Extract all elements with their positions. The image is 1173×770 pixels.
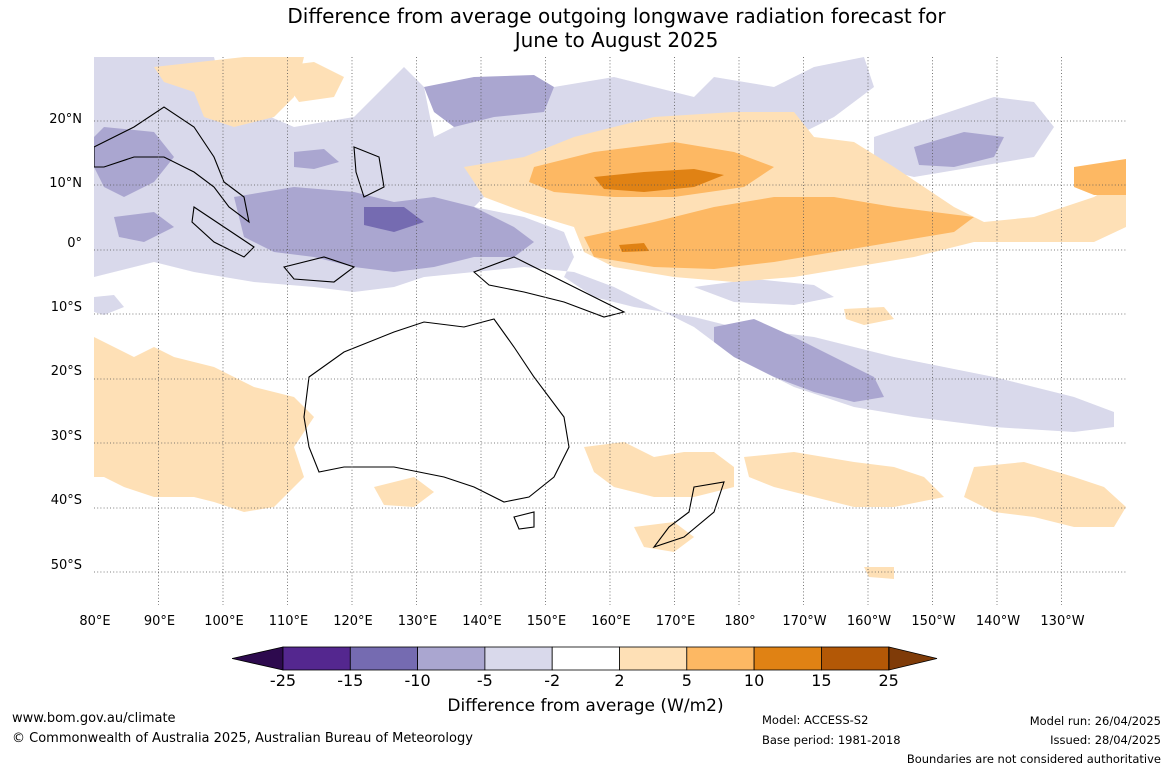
latitude-label: 30°S <box>50 429 82 444</box>
colorbar-segment <box>282 646 351 671</box>
latitude-label: 20°N <box>49 112 82 127</box>
anomaly-dark-purple <box>364 207 424 232</box>
colorbar-segment <box>686 646 755 671</box>
sumatra-outline <box>191 206 255 258</box>
anomaly-mid-orange <box>529 142 1126 269</box>
colorbar-label-text: Difference from average (W/m2) <box>447 696 724 716</box>
map-canvas <box>94 57 1126 605</box>
gridlines <box>94 57 1126 605</box>
footer-base-period: Base period: 1981-2018 <box>762 733 901 747</box>
longitude-label: 180° <box>724 614 756 629</box>
colorbar <box>231 646 940 672</box>
longitude-label: 140°E <box>462 614 502 629</box>
footer-url: www.bom.gov.au/climate <box>12 711 176 726</box>
longitude-label: 130°W <box>1040 614 1085 629</box>
latitude-label: 10°S <box>50 300 82 315</box>
colorbar-graphic <box>231 646 938 671</box>
colorbar-tick-label: 5 <box>681 671 692 690</box>
longitude-label: 110°E <box>268 614 309 629</box>
latitude-label: 10°N <box>49 176 82 191</box>
colorbar-tick-label: -15 <box>337 671 364 690</box>
longitude-label: 120°E <box>333 614 373 629</box>
longitude-label: 90°E <box>143 614 176 629</box>
asia-mainland-outline <box>94 106 250 224</box>
longitude-label: 130°E <box>397 614 438 629</box>
colorbar-label: Difference from average (W/m2) <box>0 696 1173 716</box>
colorbar-tick-label: -2 <box>544 671 561 690</box>
longitude-label: 160°W <box>846 614 892 629</box>
footer-disclaimer: Boundaries are not considered authoritat… <box>906 752 1161 766</box>
colorbar-segment <box>551 646 620 671</box>
new-zealand-outline <box>652 481 725 549</box>
colorbar-tick-label: -5 <box>476 671 493 690</box>
colorbar-tick-label: -10 <box>404 671 431 690</box>
coastlines <box>94 106 725 549</box>
latitude-label: 50°S <box>50 558 82 573</box>
longitude-label: 150°W <box>911 614 956 629</box>
colorbar-segment <box>821 646 890 671</box>
colorbar-tick-label: 15 <box>811 671 832 690</box>
tasmania-outline <box>513 511 535 530</box>
colorbar-segment <box>484 646 553 671</box>
map-panel <box>94 57 1126 605</box>
longitude-label: 140°W <box>975 614 1021 629</box>
colorbar-tick-label: 2 <box>614 671 625 690</box>
new-guinea-outline <box>472 256 626 318</box>
colorbar-segment <box>619 646 688 671</box>
colorbar-tick-label: 10 <box>743 671 765 690</box>
longitude-label: 100°E <box>204 614 244 629</box>
latitude-label: 20°S <box>50 364 82 379</box>
title-line-1: Difference from average outgoing longwav… <box>287 4 946 28</box>
australia-outline <box>303 318 570 503</box>
colorbar-segment <box>753 646 822 671</box>
latitude-label: 0° <box>67 236 82 251</box>
title-line-2: June to August 2025 <box>514 28 719 52</box>
longitude-label: 150°E <box>526 614 567 629</box>
philippines-outline <box>353 146 385 198</box>
footer-model: Model: ACCESS-S2 <box>762 713 869 727</box>
colorbar-segment <box>349 646 419 671</box>
borneo-outline <box>283 256 356 283</box>
colorbar-tick-label: -25 <box>269 671 297 690</box>
colorbar-extend-low <box>231 646 284 671</box>
footer-model-run: Model run: 26/04/2025 <box>1029 714 1161 728</box>
colorbar-segment <box>417 646 486 671</box>
colorbar-extend-high <box>888 646 938 671</box>
colorbar-segments <box>282 646 890 671</box>
longitude-label: 160°E <box>591 614 631 629</box>
longitude-label: 170°E <box>655 614 696 629</box>
colorbar-tick-label: 25 <box>878 671 899 690</box>
footer-issued: Issued: 28/04/2025 <box>1050 733 1161 747</box>
longitude-label: 80°E <box>79 614 111 629</box>
latitude-label: 40°S <box>50 493 82 508</box>
longitude-label: 170°W <box>782 614 827 629</box>
chart-title: Difference from average outgoing longwav… <box>0 4 1173 52</box>
footer-copyright: © Commonwealth of Australia 2025, Austra… <box>12 731 473 746</box>
